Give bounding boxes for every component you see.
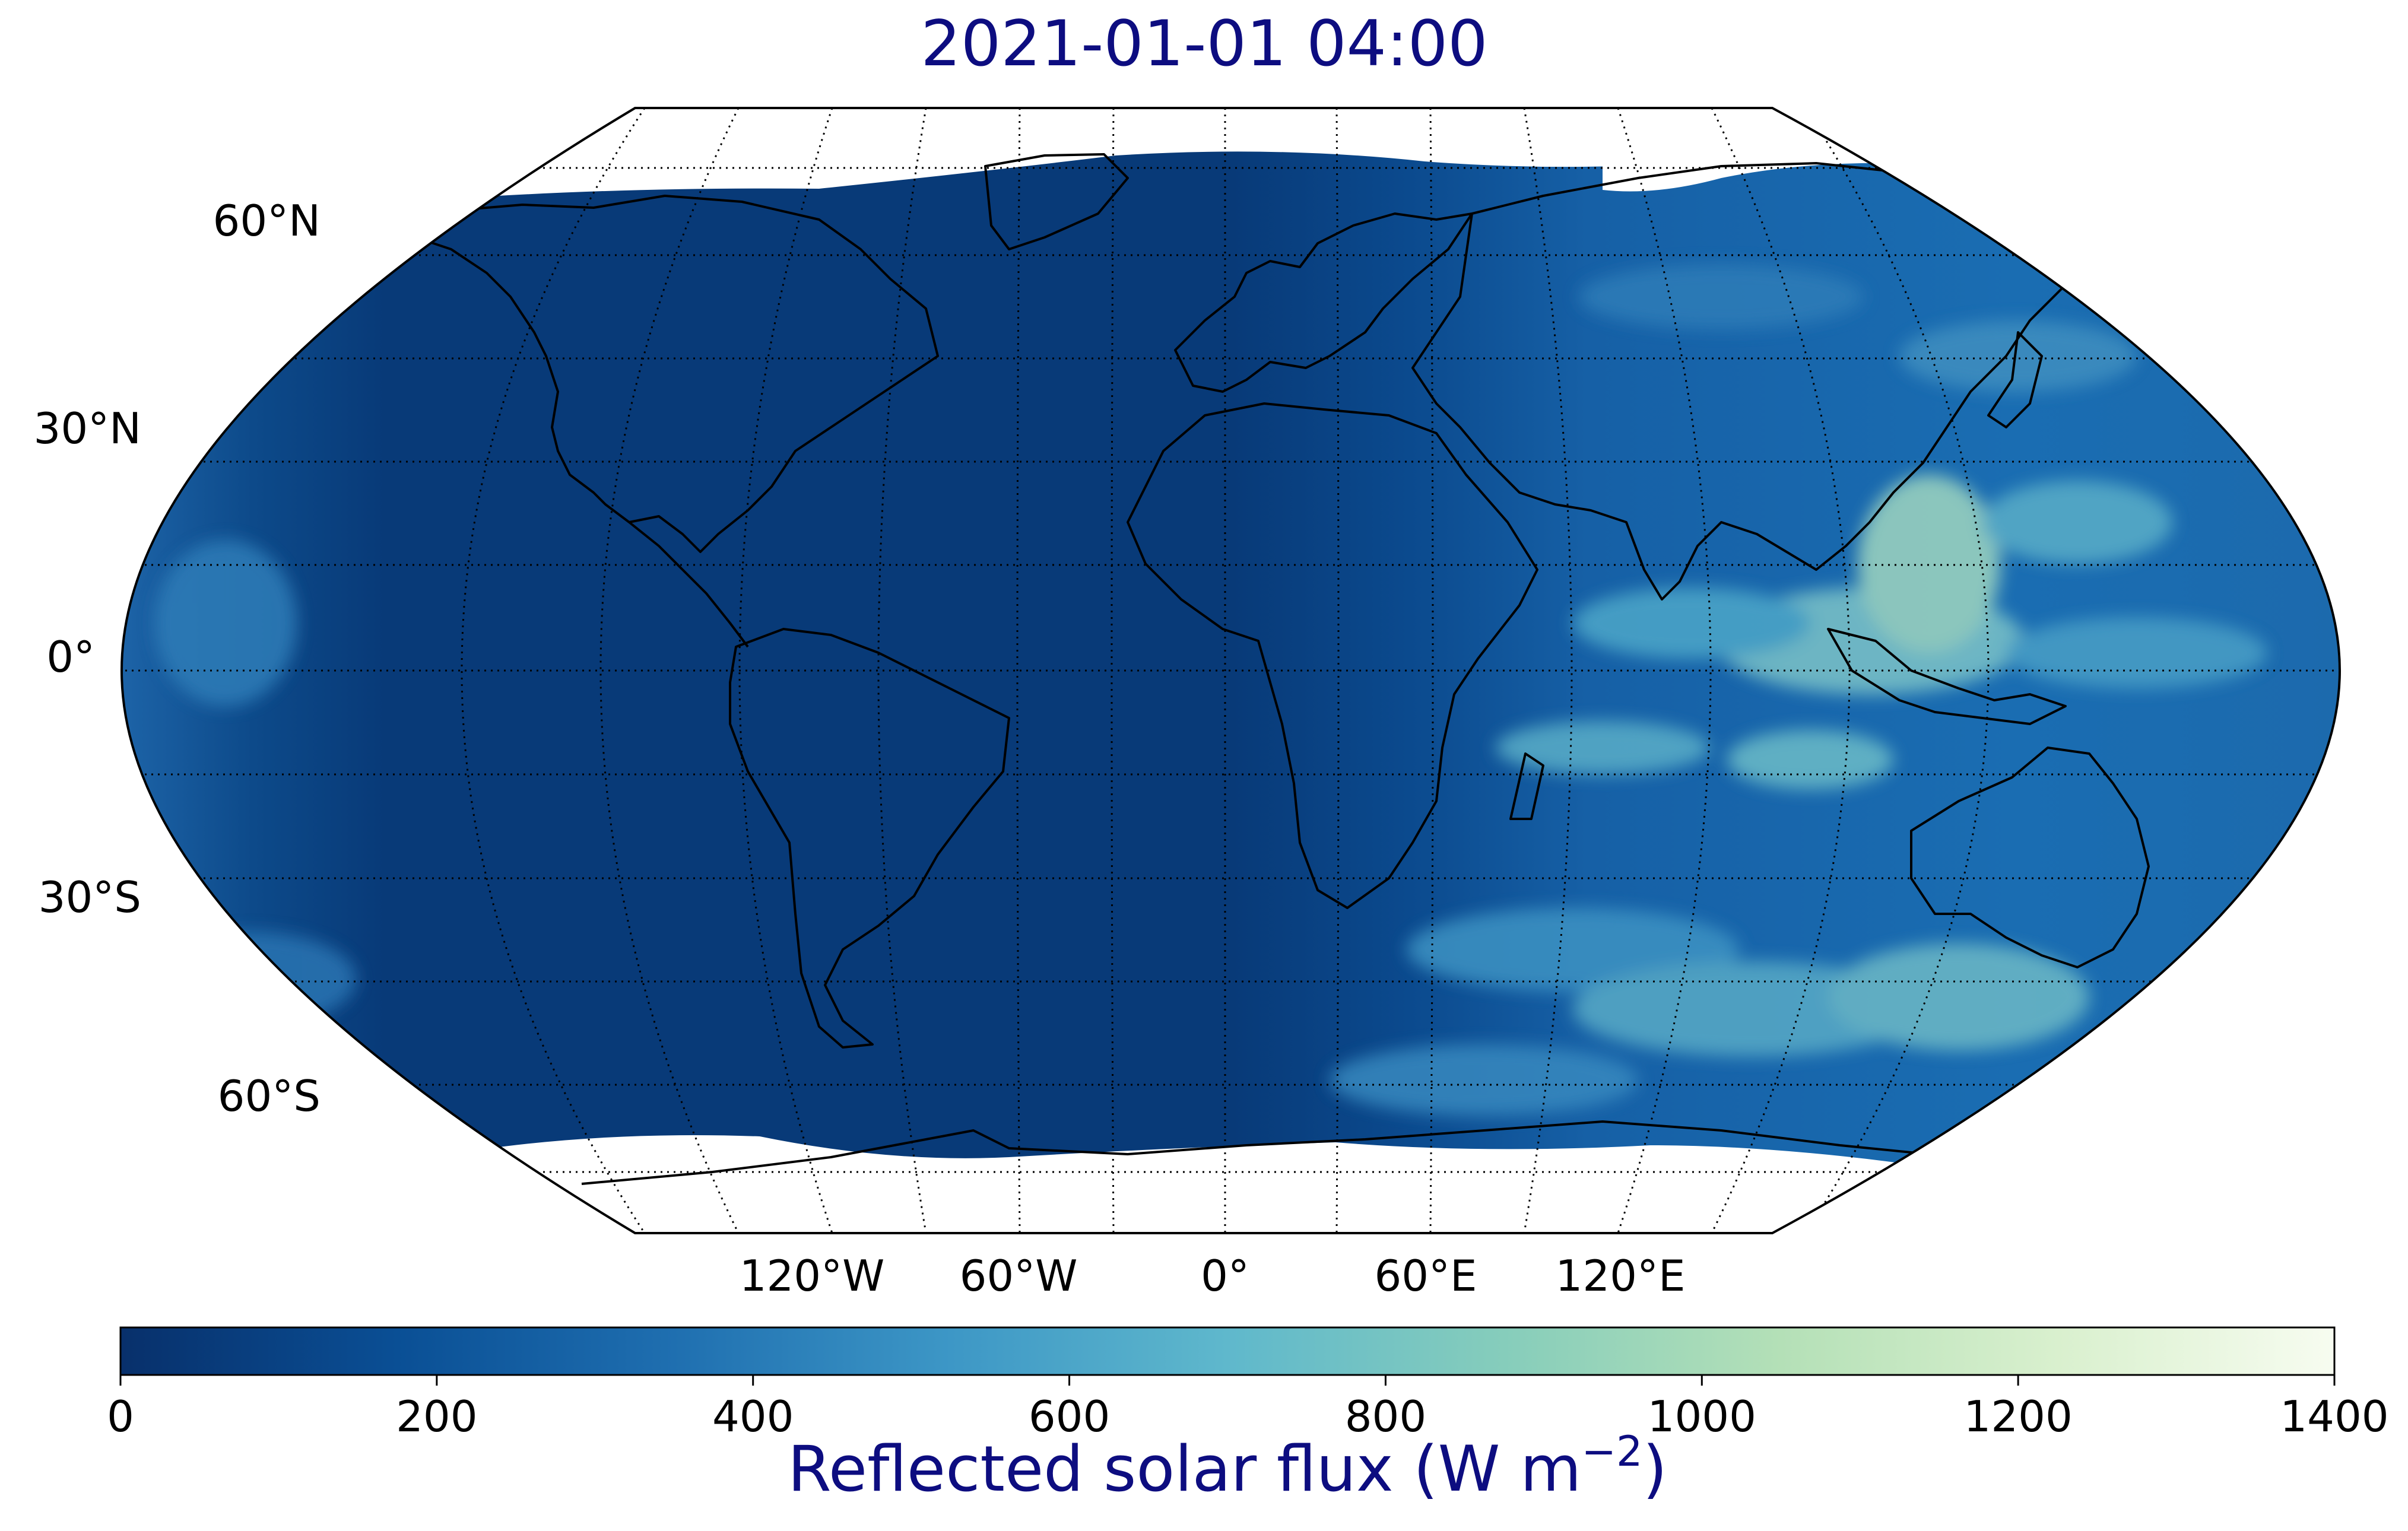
colorbar-tick-label: 0 xyxy=(107,1392,134,1441)
colorbar-tick-label: 1400 xyxy=(2280,1392,2388,1441)
coast-north-america xyxy=(402,195,939,553)
coast-central-america xyxy=(628,521,749,648)
lat-label-60n: 60°N xyxy=(213,196,321,246)
coast-indonesia xyxy=(1827,628,2067,725)
colorbar-label: Reflected solar flux (W m−2) xyxy=(788,1427,1667,1505)
colorbar-ticks: 0 200 400 600 800 1000 1200 1400 xyxy=(107,1375,2389,1441)
coast-madagascar xyxy=(1509,752,1544,820)
colorbar-tick-label: 1200 xyxy=(1964,1392,2073,1441)
lon-label-60e: 60°E xyxy=(1374,1251,1477,1301)
cloud-patterns xyxy=(142,264,2267,1116)
lon-label-0: 0° xyxy=(1201,1251,1249,1301)
lat-label-eq: 0° xyxy=(46,632,95,682)
globe-outline xyxy=(120,107,2342,1234)
lon-label-120e: 120°E xyxy=(1556,1251,1686,1301)
colorbar-tick-label: 600 xyxy=(1029,1392,1110,1441)
colorbar-gradient xyxy=(119,1326,2336,1376)
colorbar-tick-label: 800 xyxy=(1345,1392,1426,1441)
coast-south-america xyxy=(729,628,1010,1049)
longitude-lines xyxy=(461,108,1990,1233)
coast-europe xyxy=(1174,212,1473,393)
coast-australia xyxy=(1910,747,2150,968)
colorbar-label-superscript: −2 xyxy=(1581,1427,1642,1476)
coast-greenland xyxy=(984,153,1129,250)
colorbar: 0 200 400 600 800 1000 1200 1400 Reflected sola… xyxy=(107,1326,2389,1505)
coast-japan xyxy=(1987,331,2043,428)
coast-antarctica xyxy=(581,1120,2019,1185)
lat-label-60s: 60°S xyxy=(218,1071,321,1121)
lon-label-60w: 60°W xyxy=(960,1251,1078,1301)
coast-africa xyxy=(1127,402,1538,909)
map-title: 2021-01-01 04:00 xyxy=(921,7,1487,80)
lat-label-30n: 30°N xyxy=(34,404,141,453)
globe xyxy=(122,108,2340,1233)
lat-label-30s: 30°S xyxy=(39,872,141,922)
colorbar-tick-label: 1000 xyxy=(1648,1392,1756,1441)
colorbar-tick-label: 400 xyxy=(712,1392,794,1441)
colorbar-tick-label: 200 xyxy=(396,1392,477,1441)
lon-label-120w: 120°W xyxy=(740,1251,885,1301)
